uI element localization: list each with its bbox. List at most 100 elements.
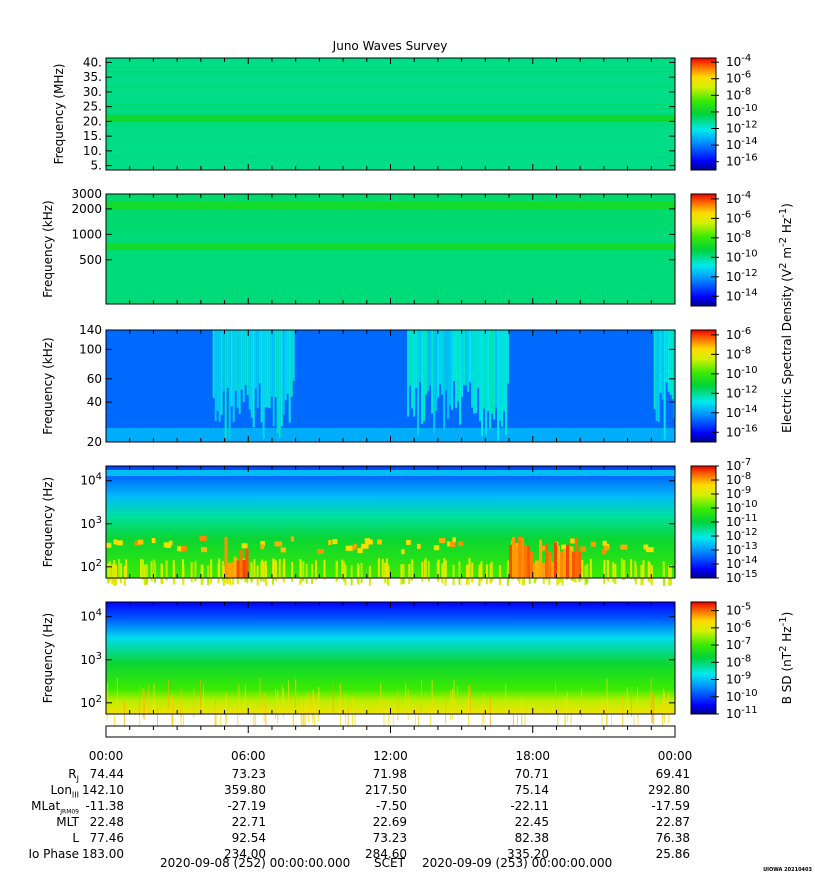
emission-streak: [292, 330, 295, 381]
emission-streak: [415, 330, 418, 389]
colorbar-tick-label: 10-4: [726, 53, 751, 69]
colorbar-tick-label: 10-16: [726, 153, 758, 169]
emission-streak: [417, 330, 420, 436]
emission-streak: [455, 330, 458, 409]
emission-streak: [238, 330, 241, 415]
impulsive-streak: [214, 704, 216, 735]
low-frequency-streak: [250, 562, 253, 583]
emission-streak: [409, 330, 412, 386]
wave-patch: [199, 536, 207, 542]
emission-streak: [503, 330, 506, 412]
emission-streak: [437, 330, 440, 398]
emission-streak: [481, 330, 484, 437]
emission-streak: [425, 330, 428, 395]
low-frequency-streak: [261, 559, 264, 580]
low-frequency-streak: [341, 559, 344, 580]
impulsive-streak: [107, 682, 109, 713]
low-frequency-streak: [305, 563, 308, 584]
y-tick-label: 500: [79, 253, 102, 267]
y-tick-label: 20: [87, 435, 102, 449]
low-frequency-streak: [262, 562, 265, 583]
wave-patch: [332, 539, 338, 545]
impulsive-streak: [347, 707, 349, 738]
intense-burst: [239, 550, 243, 578]
colorbar-gradient: [691, 330, 716, 442]
emission-streak: [653, 330, 656, 410]
intense-burst: [554, 542, 558, 578]
low-frequency-streak: [614, 564, 617, 585]
emission-streak: [220, 330, 223, 415]
emission-streak: [228, 330, 231, 440]
impulsive-streak: [468, 699, 470, 730]
faint-band: [106, 156, 675, 158]
impulsive-streak: [182, 700, 184, 731]
wave-patch: [438, 538, 446, 544]
wave-patch: [116, 540, 123, 546]
impulsive-streak: [429, 702, 431, 733]
emission-streak: [268, 330, 271, 409]
emission-streak: [507, 330, 510, 384]
low-frequency-streak: [125, 559, 128, 580]
impulsive-streak: [300, 703, 302, 734]
emission-streak: [274, 330, 277, 398]
low-frequency-streak: [634, 560, 637, 581]
impulsive-streak: [383, 699, 385, 730]
colorbar-tick-label: 10-11: [726, 705, 758, 721]
emission-streak: [457, 330, 460, 402]
faint-band: [106, 112, 675, 115]
impulsive-streak: [521, 700, 523, 731]
impulsive-streak: [469, 684, 471, 715]
ephemeris-value: -22.11: [510, 799, 549, 813]
impulsive-streak: [652, 692, 654, 723]
emission-band: [106, 114, 675, 122]
low-frequency-streak: [218, 558, 221, 579]
wave-patch: [290, 536, 295, 542]
impulsive-streak: [622, 695, 624, 726]
emission-streak: [226, 330, 229, 388]
low-frequency-streak: [282, 562, 285, 583]
emission-streak: [505, 330, 508, 435]
impulsive-streak: [505, 684, 507, 715]
emission-streak: [234, 330, 237, 391]
impulsive-streak: [407, 690, 409, 721]
ephemeris-value: -11.38: [85, 799, 124, 813]
impulsive-streak: [253, 704, 255, 735]
impulsive-streak: [651, 693, 653, 724]
wave-patch: [365, 539, 373, 545]
colorbar-frame: [690, 57, 717, 171]
impulsive-streak: [637, 707, 639, 738]
intense-burst: [566, 544, 570, 578]
footer-start-time: 2020-09-08 (252) 00:00:00.000: [160, 856, 351, 870]
low-frequency-streak: [437, 559, 440, 580]
colorbar-tick-label: 10-9: [726, 671, 751, 687]
y-axis-label: Frequency (Hz): [41, 477, 55, 568]
impulsive-streak: [143, 689, 145, 720]
impulsive-streak: [317, 692, 319, 723]
low-frequency-streak: [506, 561, 509, 582]
time-tick-label: 00:00: [89, 749, 124, 763]
emission-streak: [286, 330, 289, 394]
wave-patch: [113, 539, 118, 545]
y-tick-label: 140: [79, 323, 102, 337]
intense-burst: [521, 537, 525, 578]
emission-streak: [264, 330, 267, 408]
low-frequency-streak: [107, 563, 110, 584]
wave-patch: [542, 545, 547, 551]
emission-streak: [477, 330, 480, 388]
impulsive-streak: [516, 704, 518, 735]
impulsive-streak: [305, 694, 307, 725]
emission-streak: [256, 330, 259, 409]
ephemeris-value: 22.48: [89, 815, 124, 829]
y-tick-label: 35.: [83, 70, 102, 84]
ephemeris-value: 74.44: [89, 767, 124, 781]
y-tick-label: 40.: [83, 55, 102, 69]
low-frequency-streak: [172, 560, 175, 581]
emission-streak: [413, 330, 416, 417]
impulsive-streak: [244, 683, 246, 714]
intense-burst: [533, 563, 537, 578]
low-frequency-streak: [402, 564, 405, 585]
wave-patch: [357, 548, 363, 554]
emission-streak: [421, 330, 424, 424]
colorbar-tick-label: 10-8: [726, 345, 751, 361]
